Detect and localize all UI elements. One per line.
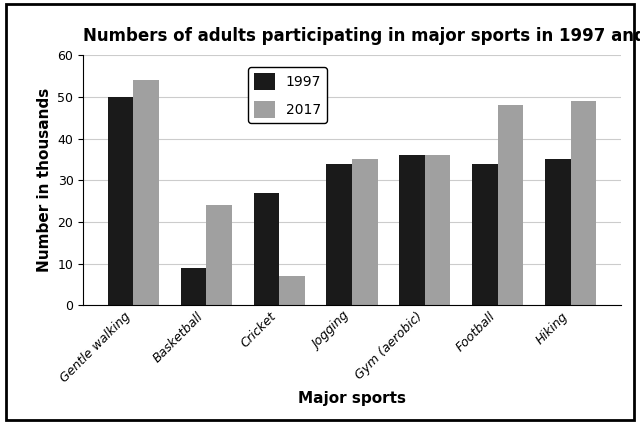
- Y-axis label: Number in thousands: Number in thousands: [37, 88, 52, 272]
- Bar: [180, 268, 206, 305]
- Bar: [472, 164, 498, 305]
- X-axis label: Major sports: Major sports: [298, 391, 406, 406]
- Bar: [279, 276, 305, 305]
- Bar: [571, 101, 596, 305]
- Bar: [399, 155, 425, 305]
- Bar: [108, 97, 133, 305]
- Bar: [133, 80, 159, 305]
- Bar: [326, 164, 352, 305]
- Bar: [498, 105, 524, 305]
- Bar: [425, 155, 451, 305]
- Bar: [253, 193, 279, 305]
- Text: Numbers of adults participating in major sports in 1997 and 2017: Numbers of adults participating in major…: [83, 27, 640, 45]
- Bar: [352, 159, 378, 305]
- Legend: 1997, 2017: 1997, 2017: [248, 67, 326, 123]
- Bar: [206, 205, 232, 305]
- Bar: [545, 159, 571, 305]
